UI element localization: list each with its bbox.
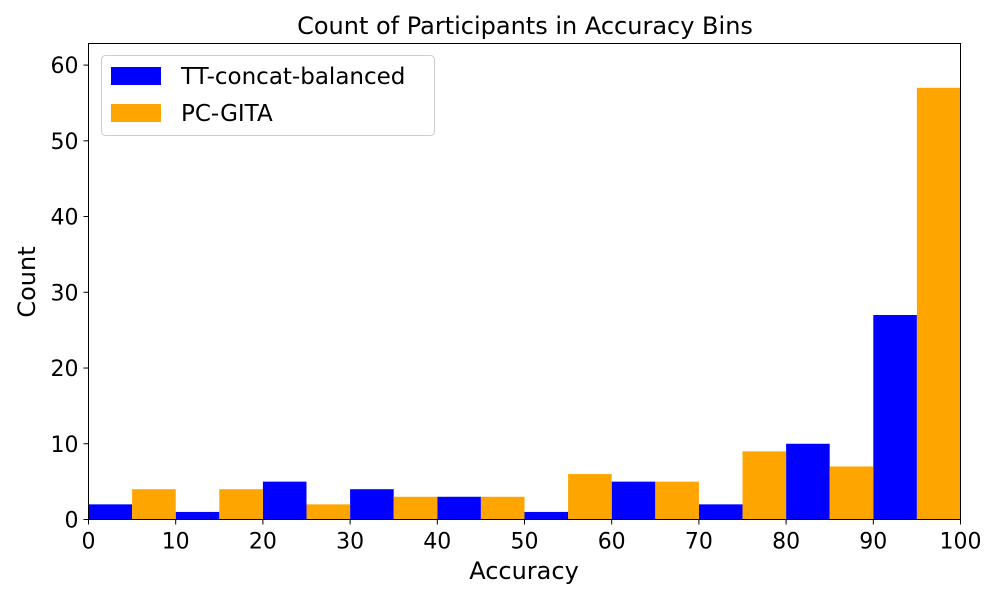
x-tick-label: 100 [940, 530, 982, 555]
bar-tt-concat-balanced-bin-8 [786, 443, 830, 520]
x-tick-label: 40 [423, 530, 451, 555]
y-tick-label: 50 [51, 130, 79, 155]
legend: TT-concat-balanced PC-GITA [101, 55, 435, 136]
x-axis: 0 10 20 30 40 50 60 70 80 90 100 [82, 519, 982, 555]
x-tick-label: 10 [162, 530, 190, 555]
y-tick-label: 30 [51, 281, 79, 306]
legend-label-pc-gita: PC-GITA [181, 101, 273, 127]
y-tick-label: 10 [51, 433, 79, 458]
x-tick-label: 50 [511, 530, 539, 555]
bar-tt-concat-balanced-bin-6 [611, 481, 656, 520]
x-tick-label: 70 [685, 530, 713, 555]
bar-pc-gita-bin-7 [742, 451, 787, 520]
bar-pc-gita-bin-8 [829, 466, 874, 520]
bar-pc-gita-bin-3 [393, 496, 438, 520]
bar-pc-gita-bin-2 [306, 504, 351, 520]
chart-title: Count of Participants in Accuracy Bins [297, 12, 753, 40]
bar-pc-gita-bin-9 [916, 87, 961, 520]
x-tick-label: 90 [859, 530, 887, 555]
y-tick-label: 0 [65, 509, 79, 534]
bar-tt-concat-balanced-bin-5 [524, 511, 569, 520]
legend-swatch-pc-gita [111, 104, 161, 122]
bar-tt-concat-balanced-bin-4 [437, 496, 481, 520]
y-tick-label: 60 [51, 54, 79, 79]
y-tick-label: 40 [51, 206, 79, 231]
x-tick-label: 20 [249, 530, 277, 555]
y-tick-label: 20 [51, 357, 79, 382]
bar-tt-concat-balanced-bin-2 [262, 481, 307, 520]
bar-tt-concat-balanced-bin-9 [873, 315, 917, 520]
bar-pc-gita-bin-1 [219, 489, 263, 520]
bar-pc-gita-bin-6 [655, 481, 699, 520]
bar-tt-concat-balanced-bin-1 [175, 511, 220, 520]
legend-label-tt-concat-balanced: TT-concat-balanced [180, 64, 405, 90]
x-axis-label: Accuracy [469, 557, 579, 585]
bar-tt-concat-balanced-bin-0 [88, 504, 133, 520]
x-tick-label: 80 [772, 530, 800, 555]
bar-tt-concat-balanced-bin-7 [698, 504, 743, 520]
bar-tt-concat-balanced-bin-3 [350, 489, 394, 520]
legend-box [101, 55, 435, 136]
y-axis-label: Count [13, 246, 41, 317]
legend-swatch-tt-concat-balanced [111, 67, 161, 85]
y-axis: 0 10 20 30 40 50 60 [51, 54, 89, 534]
x-tick-label: 0 [82, 530, 96, 555]
x-tick-label: 60 [598, 530, 626, 555]
bar-pc-gita-bin-0 [132, 489, 176, 520]
x-tick-label: 30 [336, 530, 364, 555]
bar-pc-gita-bin-5 [568, 474, 612, 520]
bar-pc-gita-bin-4 [480, 496, 525, 520]
bars-group [88, 87, 961, 520]
